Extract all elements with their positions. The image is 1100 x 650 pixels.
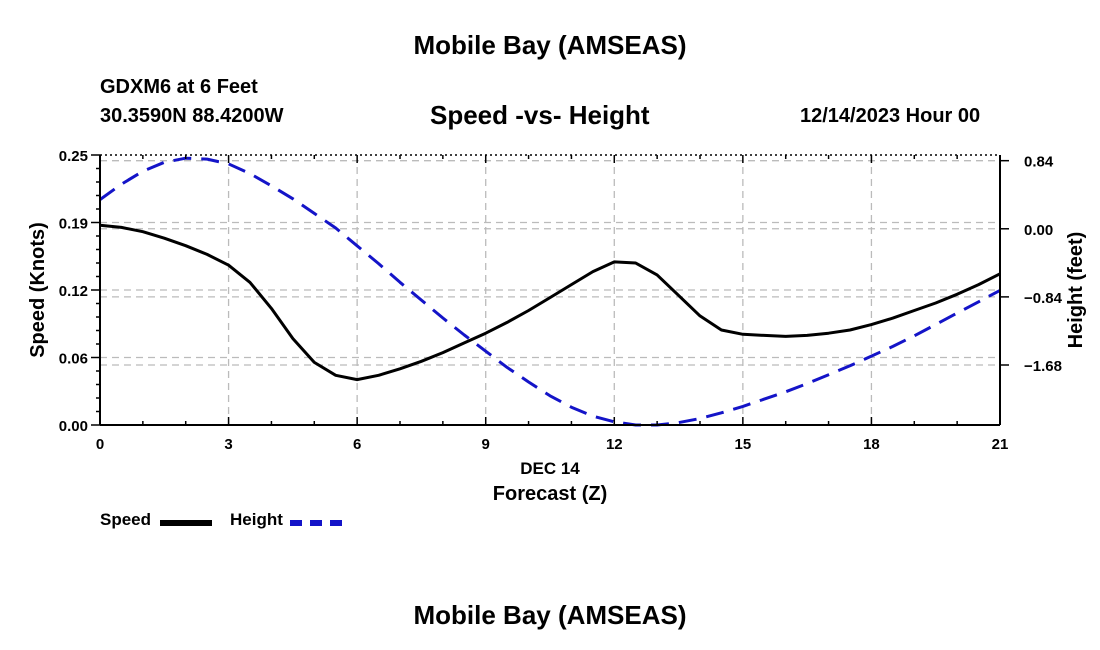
legend-height-swatch — [290, 520, 342, 526]
x-tick-label: 0 — [96, 436, 104, 453]
y-tick-label: 0.12 — [59, 283, 88, 300]
y-tick-label: 0.25 — [59, 148, 88, 165]
y2-tick-label: −0.84 — [1024, 290, 1063, 307]
x-axis-title: Forecast (Z) — [493, 483, 607, 505]
x-tick-label: 18 — [863, 436, 880, 453]
x-tick-label: 21 — [992, 436, 1009, 453]
x-tick-label: 6 — [353, 436, 361, 453]
y2-tick-label: 0.00 — [1024, 222, 1053, 239]
series-layer — [99, 156, 1001, 427]
forecast-datetime: 12/14/2023 Hour 00 — [800, 105, 981, 127]
grid-layer — [100, 155, 1000, 425]
series-speed-line — [99, 223, 1001, 382]
y-axis-title: Speed (Knots) — [27, 222, 49, 358]
x-tick-label: 3 — [224, 436, 232, 453]
legend-speed-swatch — [160, 520, 212, 526]
chart-subtitle: Speed -vs- Height — [430, 100, 650, 130]
station-coordinates: 30.3590N 88.4200W — [100, 105, 284, 127]
x-tick-label: 15 — [735, 436, 752, 453]
x-axis-date-label: DEC 14 — [520, 459, 580, 478]
y2-tick-label: −1.68 — [1024, 358, 1062, 375]
series-height-line — [99, 156, 1001, 427]
y2-tick-label: 0.84 — [1024, 154, 1054, 171]
x-tick-label: 9 — [482, 436, 490, 453]
y-tick-label: 0.06 — [59, 351, 88, 368]
legend-speed-label: Speed — [100, 510, 152, 529]
y-tick-label: 0.19 — [59, 216, 88, 233]
x-tick-label: 12 — [606, 436, 623, 453]
legend-height-label: Height — [230, 510, 283, 529]
label-layer: 0 3 6 9 12 15 18 21 0.00 0.06 0.12 0.19 0.25 0.84 0.00… — [27, 148, 1087, 505]
footer-title: Mobile Bay (AMSEAS) — [413, 600, 687, 630]
axis-layer — [91, 154, 1009, 426]
y2-axis-title: Height (feet) — [1065, 232, 1087, 349]
station-label: GDXM6 at 6 Feet — [100, 76, 258, 98]
y-tick-label: 0.00 — [59, 418, 88, 435]
chart-main-title: Mobile Bay (AMSEAS) — [413, 30, 687, 60]
